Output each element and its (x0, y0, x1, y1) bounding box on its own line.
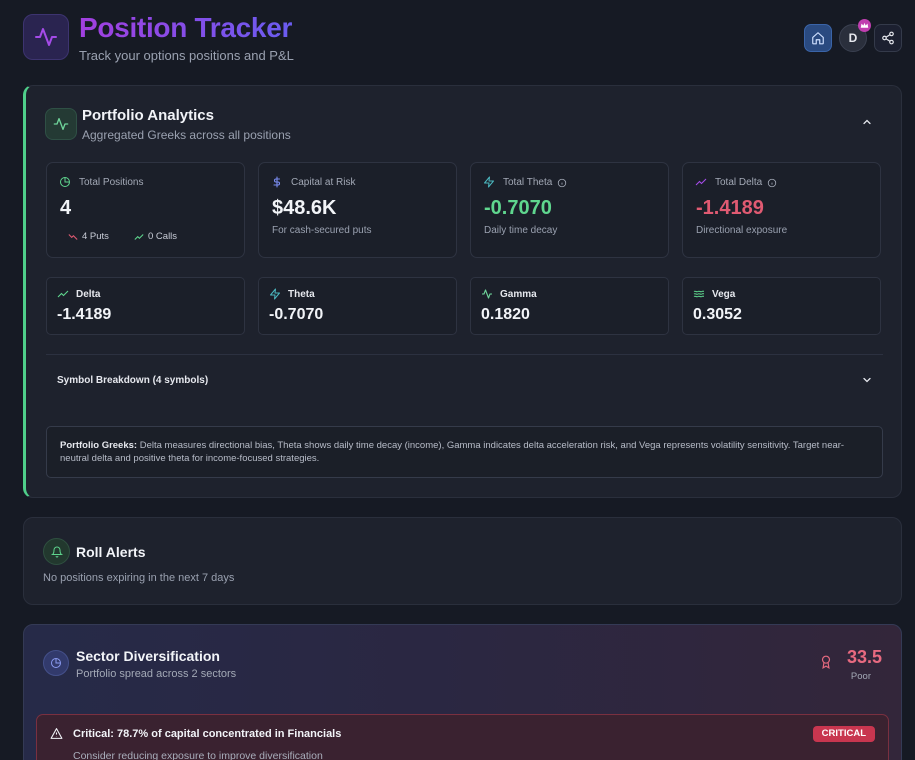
score-label: Poor (850, 671, 871, 682)
roll-alerts-card: Roll Alerts No positions expiring in the… (23, 517, 902, 605)
share-button[interactable] (874, 24, 902, 52)
bell-icon-box (43, 538, 70, 565)
avatar-initial: D (848, 31, 858, 45)
pie-icon (59, 176, 71, 188)
greek-theta: Theta -0.7070 (258, 277, 457, 335)
alert-triangle-icon (50, 727, 63, 740)
stat-label: Total Positions (79, 177, 144, 188)
greek-label: Theta (288, 289, 315, 300)
stat-label: Total Theta (503, 177, 553, 188)
stat-capital-at-risk: Capital at Risk $48.6K For cash-secured … (258, 162, 457, 258)
roll-alerts-title: Roll Alerts (76, 544, 146, 560)
analytics-subtitle: Aggregated Greeks across all positions (82, 128, 291, 142)
zap-icon (483, 176, 495, 188)
stat-note: For cash-secured puts (272, 225, 372, 236)
crown-icon (858, 19, 871, 32)
critical-badge: CRITICAL (812, 726, 875, 742)
greek-label: Gamma (500, 289, 537, 300)
puts-count: 4 Puts (68, 231, 109, 242)
dollar-icon (271, 176, 283, 188)
app-logo (23, 14, 69, 60)
critical-alert-message: Consider reducing exposure to improve di… (73, 750, 323, 760)
greeks-info-box: Portfolio Greeks: Delta measures directi… (46, 426, 883, 478)
stat-total-positions: Total Positions 4 4 Puts 0 Calls (46, 162, 245, 258)
info-bold: Portfolio Greeks: (60, 440, 138, 451)
portfolio-analytics-card: Portfolio Analytics Aggregated Greeks ac… (23, 85, 902, 498)
zap-icon (269, 288, 281, 300)
stat-label-row: Total Theta (503, 177, 567, 188)
info-icon[interactable] (557, 178, 567, 188)
activity-icon (53, 116, 69, 132)
trending-down-icon (68, 232, 78, 242)
chevron-up-icon[interactable] (861, 116, 873, 128)
sector-subtitle: Portfolio spread across 2 sectors (76, 668, 237, 680)
activity-icon (34, 25, 58, 49)
stat-value: -1.4189 (696, 197, 764, 219)
waves-icon (693, 288, 705, 300)
stat-label: Capital at Risk (291, 177, 356, 188)
home-button[interactable] (804, 24, 832, 52)
header-actions: D (804, 19, 902, 52)
share-icon (881, 31, 895, 45)
puts-label: 4 Puts (82, 231, 109, 242)
critical-alert-title: Critical: 78.7% of capital concentrated … (73, 728, 342, 740)
stat-total-delta: Total Delta -1.4189 Directional exposure (682, 162, 881, 258)
calls-count: 0 Calls (134, 231, 177, 242)
activity-icon (481, 288, 493, 300)
stat-label-row: Total Delta (715, 177, 777, 188)
greek-value: 0.1820 (481, 306, 530, 323)
greek-label: Vega (712, 289, 736, 300)
stat-value: 4 (60, 197, 72, 219)
pie-icon (50, 657, 62, 669)
trending-up-icon (134, 232, 144, 242)
trending-up-icon (695, 176, 707, 188)
calls-label: 0 Calls (148, 231, 178, 242)
stat-total-theta: Total Theta -0.7070 Daily time decay (470, 162, 669, 258)
analytics-title: Portfolio Analytics (82, 107, 214, 124)
info-text: Delta measures directional bias, Theta s… (60, 440, 845, 464)
page-header: Position Tracker Track your options posi… (23, 12, 902, 64)
greek-delta: Delta -1.4189 (46, 277, 245, 335)
greek-value: 0.3052 (693, 306, 742, 323)
greek-vega: Vega 0.3052 (682, 277, 881, 335)
greek-label: Delta (76, 289, 101, 300)
info-icon[interactable] (767, 178, 777, 188)
sector-title: Sector Diversification (76, 648, 220, 664)
greek-value: -1.4189 (57, 306, 112, 323)
diversification-score: 33.5 (846, 647, 882, 667)
stat-note: Directional exposure (696, 225, 788, 236)
app-title: Position Tracker (79, 12, 293, 43)
stat-value: $48.6K (272, 197, 337, 219)
app-subtitle: Track your options positions and P&L (79, 48, 294, 63)
symbol-breakdown-toggle[interactable]: Symbol Breakdown (4 symbols) (57, 375, 209, 386)
chevron-down-icon[interactable] (861, 374, 873, 386)
user-avatar[interactable]: D (839, 19, 871, 52)
sector-diversification-card: Sector Diversification Portfolio spread … (23, 624, 902, 760)
greek-value: -0.7070 (269, 306, 324, 323)
bell-icon (50, 546, 63, 558)
trending-up-icon (57, 288, 69, 300)
stat-label: Total Delta (715, 177, 763, 188)
home-icon (811, 31, 825, 45)
divider (46, 354, 883, 355)
greek-gamma: Gamma 0.1820 (470, 277, 669, 335)
pie-icon-box (43, 650, 69, 676)
stat-note: Daily time decay (484, 225, 558, 236)
stat-value: -0.7070 (484, 197, 552, 219)
roll-alerts-message: No positions expiring in the next 7 days (43, 572, 235, 584)
analytics-icon-box (45, 108, 77, 140)
critical-alert: Critical: 78.7% of capital concentrated … (36, 714, 889, 760)
award-icon (819, 655, 833, 669)
